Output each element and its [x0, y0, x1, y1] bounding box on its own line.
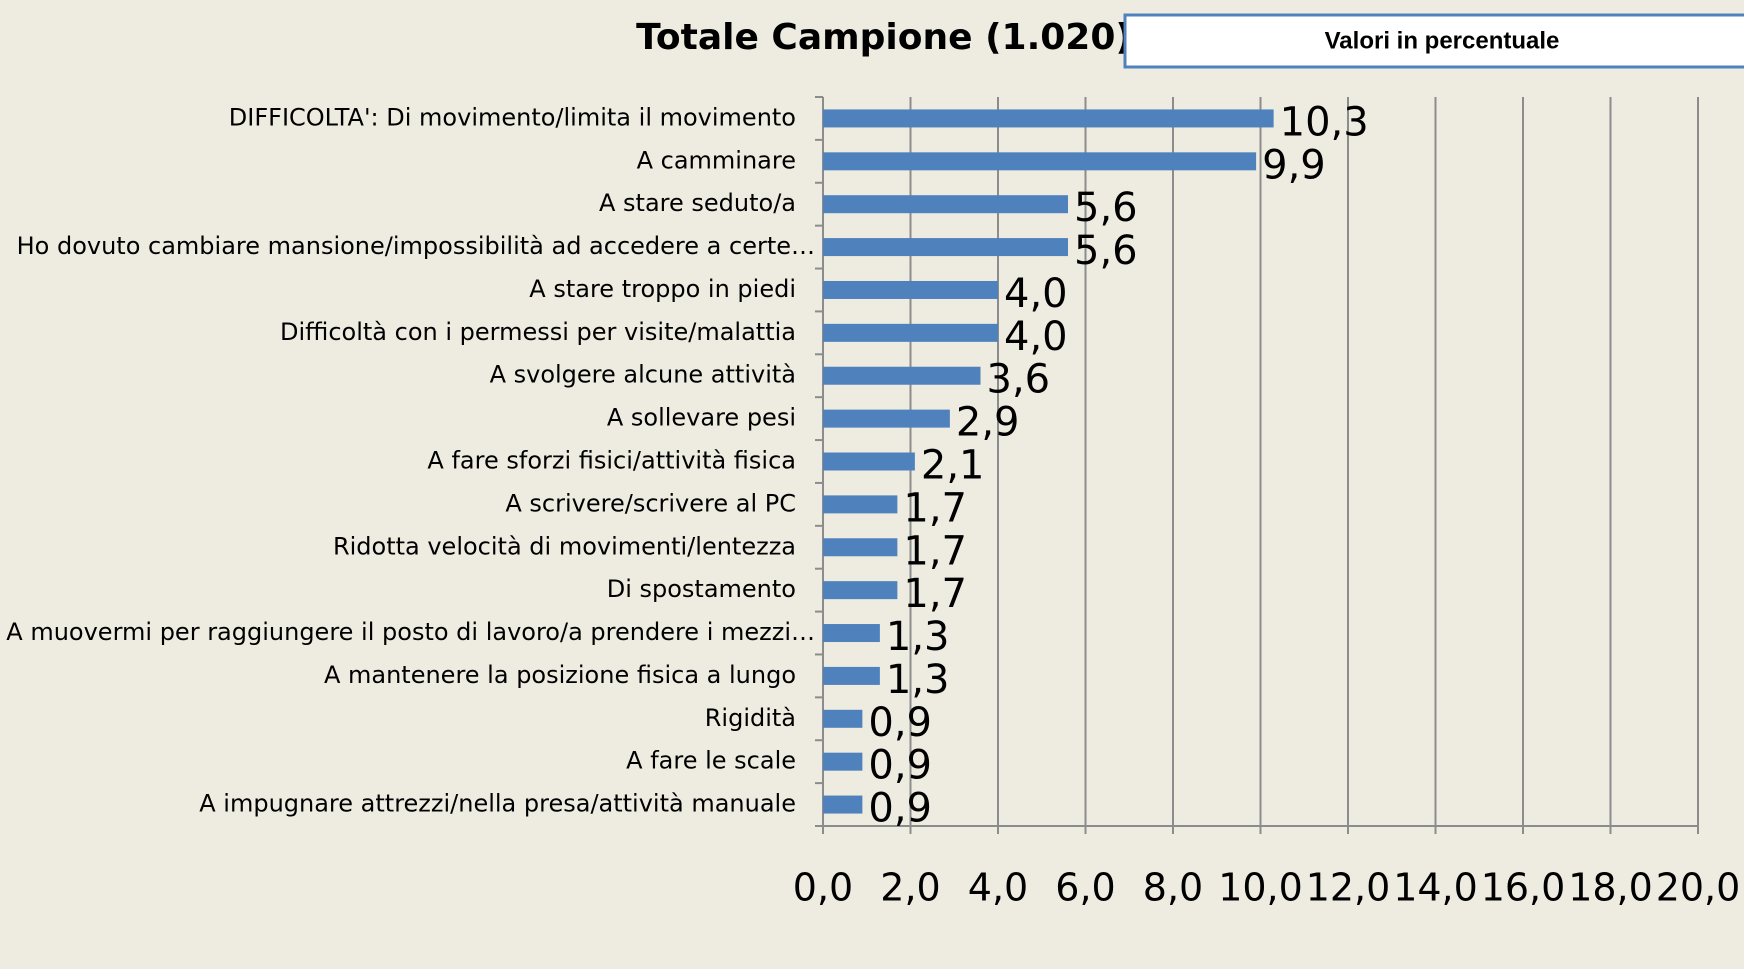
data-label: 1,7 — [903, 485, 967, 531]
bar — [823, 238, 1068, 257]
data-label: 0,9 — [868, 700, 932, 746]
bar — [823, 109, 1274, 128]
data-label: 2,1 — [921, 443, 985, 489]
y-tick-label: Ridotta velocità di movimenti/lentezza — [333, 532, 796, 560]
bar — [823, 152, 1257, 171]
y-tick-label: A stare troppo in piedi — [529, 275, 796, 303]
bar — [823, 624, 880, 643]
data-label: 1,7 — [903, 571, 967, 617]
chart-title: Totale Campione (1.020) — [636, 17, 1132, 58]
y-tick-label: Di spostamento — [607, 575, 796, 603]
bar — [823, 409, 950, 428]
y-tick-label: A scrivere/scrivere al PC — [505, 489, 796, 517]
x-tick-label: 20,0 — [1656, 866, 1741, 910]
data-label: 0,9 — [868, 786, 932, 832]
bar — [823, 280, 998, 299]
bar — [823, 581, 898, 600]
x-tick-label: 8,0 — [1143, 866, 1203, 910]
bar — [823, 795, 863, 814]
data-label: 1,3 — [886, 614, 950, 660]
x-tick-label: 16,0 — [1481, 866, 1566, 910]
data-label: 0,9 — [868, 743, 932, 789]
y-tick-label: A fare le scale — [626, 747, 796, 775]
bar — [823, 195, 1068, 214]
y-tick-label: Difficoltà con i permessi per visite/mal… — [280, 318, 796, 346]
x-tick-label: 12,0 — [1306, 866, 1391, 910]
y-tick-label: A mantenere la posizione fisica a lungo — [324, 661, 796, 689]
bar — [823, 538, 898, 557]
data-label: 1,3 — [886, 657, 950, 703]
y-tick-label: A camminare — [637, 146, 796, 174]
data-label: 1,7 — [903, 528, 967, 574]
data-label: 9,9 — [1262, 142, 1326, 188]
bar — [823, 495, 898, 514]
bar — [823, 366, 981, 385]
data-label: 5,6 — [1074, 185, 1138, 231]
bar — [823, 752, 863, 771]
data-label: 3,6 — [987, 357, 1051, 403]
y-tick-label: Rigidità — [705, 704, 796, 732]
x-tick-label: 0,0 — [793, 866, 853, 910]
y-tick-label: A sollevare pesi — [607, 404, 796, 432]
data-label: 4,0 — [1004, 314, 1068, 360]
bar — [823, 323, 998, 342]
y-tick-label: A impugnare attrezzi/nella presa/attivit… — [199, 790, 796, 818]
x-tick-label: 18,0 — [1568, 866, 1653, 910]
y-tick-label: A svolgere alcune attività — [490, 361, 796, 389]
annotation: Valori in percentuale — [1325, 27, 1560, 54]
annotation-box — [1123, 13, 1744, 69]
bar — [823, 666, 880, 685]
x-tick-label: 10,0 — [1218, 866, 1303, 910]
y-tick-label: A stare seduto/a — [599, 189, 796, 217]
y-tick-label: A muovermi per raggiungere il posto di l… — [6, 618, 815, 646]
x-tick-label: 14,0 — [1393, 866, 1478, 910]
y-tick-label: A fare sforzi fisici/attività fisica — [427, 447, 796, 475]
x-tick-label: 4,0 — [968, 866, 1028, 910]
data-label: 10,3 — [1280, 99, 1369, 145]
bar — [823, 452, 915, 471]
x-tick-label: 6,0 — [1055, 866, 1115, 910]
y-tick-label: DIFFICOLTA': Di movimento/limita il movi… — [229, 103, 796, 131]
x-tick-label: 2,0 — [880, 866, 940, 910]
data-label: 5,6 — [1074, 228, 1138, 274]
data-label: 2,9 — [956, 400, 1020, 446]
data-label: 4,0 — [1004, 271, 1068, 317]
bar — [823, 709, 863, 728]
y-tick-label: Ho dovuto cambiare mansione/impossibilit… — [17, 232, 815, 260]
